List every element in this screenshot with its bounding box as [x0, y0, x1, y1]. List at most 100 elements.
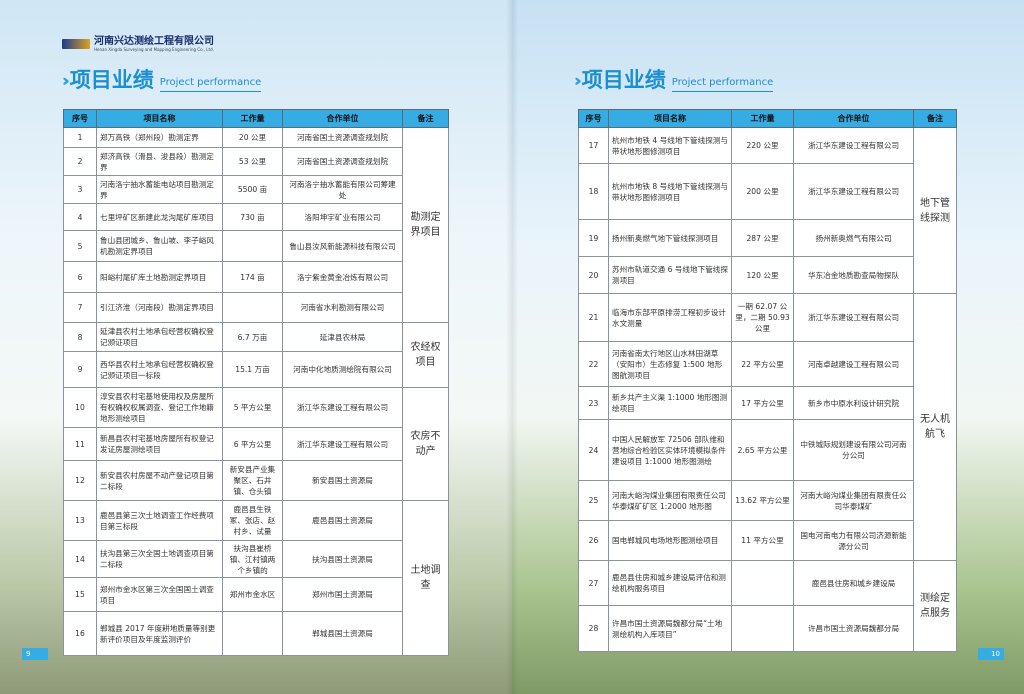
partner-unit: 鲁山县汝风新能源科技有限公司: [282, 230, 403, 262]
partner-unit: 浙江华东建设工程有限公司: [793, 163, 914, 220]
table-row: 9 西华县农村土地承包经营权确权登记颁证项目一标段 15.1 万亩 河南中化地质测绘院…: [63, 351, 449, 388]
partner-unit: 鹿邑县国土资源局: [282, 500, 403, 541]
workload: 新安县产业集聚区、石井镇、仓头镇: [222, 460, 283, 501]
remark-category: 农房不动产: [402, 387, 449, 501]
project-name: 郑州市金水区第三次全国国土调查项目: [96, 577, 223, 612]
workload: [222, 230, 283, 262]
partner-unit: 扶沟县国土资源局: [282, 540, 403, 578]
table-row: 19 扬州新奥燃气地下管线探测项目 287 公里 扬州新奥燃气有限公司: [578, 219, 957, 257]
partner-unit: 浙江华东建设工程有限公司: [282, 427, 403, 461]
table-row: 12 新安县农村房屋不动产登记项目第二标段 新安县产业集聚区、石井镇、仓头镇 新安县国…: [63, 460, 449, 501]
remark-category: 农经权项目: [402, 322, 449, 388]
partner-unit: 郑州市国土资源局: [282, 577, 403, 612]
project-name: 杭州市地铁 8 号线地下管线探测与带状地形图修测项目: [608, 163, 732, 220]
workload: 120 公里: [731, 256, 794, 294]
column-header: 序号: [63, 109, 97, 128]
table-row: 24 中国人民解放军 72506 部队维和营地综合检验区实体环境模拟条件建设项目 …: [578, 419, 957, 481]
company-name-en: Henan Xingda Surveying and Mapping Engin…: [94, 47, 214, 52]
workload: 17 平方公里: [731, 386, 794, 420]
workload: 200 公里: [731, 163, 794, 220]
row-number: 23: [578, 386, 609, 420]
workload: 730 亩: [222, 203, 283, 231]
row-number: 18: [578, 163, 609, 220]
table-row: 25 河南大峪沟煤业集团有限责任公司华泰煤矿矿区 1:2000 地形图 13.62 …: [578, 480, 957, 521]
row-number: 25: [578, 480, 609, 521]
workload: 6 平方公里: [222, 427, 283, 461]
row-number: 15: [63, 577, 97, 612]
page-fold: [506, 0, 518, 694]
row-number: 2: [63, 147, 97, 176]
column-header: 工作量: [222, 109, 283, 128]
section-title: ››› 项目业绩 Project performance: [574, 68, 774, 92]
partner-unit: 河南省国土资源调查规划院: [282, 127, 403, 148]
row-number: 7: [63, 292, 97, 323]
table-row: 28 许昌市国土资源局魏都分局“土地测绘机构入库项目” 许昌市国土资源局魏都分局: [578, 605, 957, 652]
workload: 一期 62.07 公里，二期 50.93 公里: [731, 293, 794, 342]
workload: [222, 292, 283, 323]
page-number: 10: [978, 648, 1004, 660]
project-name: 延津县农村土地承包经营权确权登记颁证项目: [96, 322, 223, 352]
row-number: 9: [63, 351, 97, 388]
row-number: 3: [63, 175, 97, 204]
section-title-en: Project performance: [159, 76, 262, 92]
workload: 220 公里: [731, 127, 794, 164]
company-logo: 河南兴达测绘工程有限公司 Henan Xingda Surveying and …: [62, 36, 214, 52]
row-number: 17: [578, 127, 609, 164]
project-name: 许昌市国土资源局魏都分局“土地测绘机构入库项目”: [608, 605, 732, 652]
row-number: 10: [63, 387, 97, 428]
project-name: 七里坪矿区新建此龙沟尾矿库项目: [96, 203, 223, 231]
partner-unit: 许昌市国土资源局魏都分局: [793, 605, 914, 652]
project-name: 西华县农村土地承包经营权确权登记颁证项目一标段: [96, 351, 223, 388]
row-number: 4: [63, 203, 97, 231]
workload: 174 亩: [222, 261, 283, 293]
project-name: 淳安县农村宅基地使用权及房屋所有权确权权属调查、登记工作地籍地形测绘项目: [96, 387, 223, 428]
table-row: 20 苏州市轨道交通 6 号线地下管线探测项目 120 公里 华东冶金地质勘查局物探队: [578, 256, 957, 294]
partner-unit: 新乡市中原水利设计研究院: [793, 386, 914, 420]
column-header: 项目名称: [96, 109, 223, 128]
workload: 5500 亩: [222, 175, 283, 204]
logo-mark-icon: [62, 39, 90, 49]
workload: 53 公里: [222, 147, 283, 176]
project-name: 河南省南太行地区山水林田湖草（安阳市）生态修复 1:500 地形图航测项目: [608, 341, 732, 387]
projects-table-right: 序号 项目名称 工作量 合作单位 备注 17 杭州市地铁 4 号线地下管线探测与带状地形图修…: [578, 109, 957, 652]
section-title-en: Project performance: [671, 76, 774, 92]
table-row: 14 扶沟县第三次全国土地调查项目第二标段 扶沟县崔桥镇、江村镇两个乡镇的 扶沟县国土…: [63, 540, 449, 578]
partner-unit: 河南卓越建设工程有限公司: [793, 341, 914, 387]
table-row: 10 淳安县农村宅基地使用权及房屋所有权确权权属调查、登记工作地籍地形测绘项目 5 …: [63, 387, 449, 501]
remark-category: 测绘定点服务: [913, 560, 957, 652]
project-name: 河南大峪沟煤业集团有限责任公司华泰煤矿矿区 1:2000 地形图: [608, 480, 732, 521]
row-number: 6: [63, 261, 97, 293]
workload: 20 公里: [222, 127, 283, 148]
column-header: 合作单位: [793, 109, 914, 128]
column-header: 项目名称: [608, 109, 732, 128]
table-row: 16 郸城县 2017 年度耕地质量等别更新评价项目及年度监测评价 郸城县国土资源局: [63, 611, 449, 656]
partner-unit: 华东冶金地质勘查局物探队: [793, 256, 914, 294]
workload: 287 公里: [731, 219, 794, 257]
project-name: 扶沟县第三次全国土地调查项目第二标段: [96, 540, 223, 578]
partner-unit: 洛阳坤宇矿业有限公司: [282, 203, 403, 231]
table-row: 27 鹿邑县住房和城乡建设局评估和测绘机构服务项目 鹿邑县住房和城乡建设局 测绘定点服…: [578, 560, 957, 652]
project-name: 国电郸城风电场地形图测绘项目: [608, 520, 732, 561]
workload: 5 平方公里: [222, 387, 283, 428]
row-number: 27: [578, 560, 609, 606]
project-name: 中国人民解放军 72506 部队维和营地综合检验区实体环境模拟条件建设项目 1:…: [608, 419, 732, 481]
project-name: 鹿邑县第三次土地调查工作经费项目第三标段: [96, 500, 223, 541]
workload: 2.65 平方公里: [731, 419, 794, 481]
header-row: 序号 项目名称 工作量 合作单位 备注: [63, 109, 449, 128]
column-header: 合作单位: [282, 109, 403, 128]
project-name: 新安县农村房屋不动产登记项目第二标段: [96, 460, 223, 501]
table-row: 22 河南省南太行地区山水林田湖草（安阳市）生态修复 1:500 地形图航测项目 2…: [578, 341, 957, 387]
project-name: 临海市东部平原排涝工程初步设计水文测量: [608, 293, 732, 342]
company-name-cn: 河南兴达测绘工程有限公司: [94, 36, 214, 47]
partner-unit: 扬州新奥燃气有限公司: [793, 219, 914, 257]
project-name: 阳峪村尾矿库土地勘测定界项目: [96, 261, 223, 293]
row-number: 22: [578, 341, 609, 387]
row-number: 16: [63, 611, 97, 656]
partner-unit: 河南省国土资源调查规划院: [282, 147, 403, 176]
column-header: 工作量: [731, 109, 794, 128]
page-number: 9: [22, 648, 48, 660]
table-row: 17 杭州市地铁 4 号线地下管线探测与带状地形图修测项目 220 公里 浙江华东建设…: [578, 127, 957, 294]
row-number: 20: [578, 256, 609, 294]
project-name: 杭州市地铁 4 号线地下管线探测与带状地形图修测项目: [608, 127, 732, 164]
section-title: ››› 项目业绩 Project performance: [62, 68, 262, 92]
